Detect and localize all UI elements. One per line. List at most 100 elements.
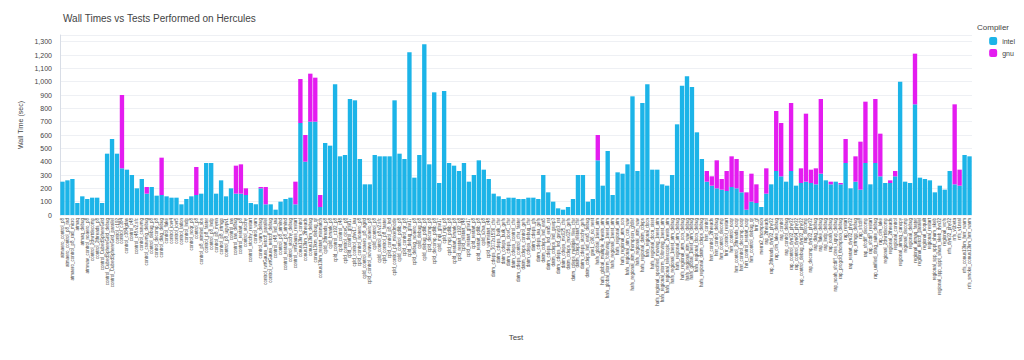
svg-text:cpld_mpi_p8: cpld_mpi_p8 — [441, 218, 447, 244]
svg-text:atmaq: atmaq — [74, 218, 80, 231]
svg-text:500: 500 — [40, 145, 52, 152]
svg-text:cpld_restart_gfsv17: cpld_restart_gfsv17 — [466, 218, 472, 258]
svg-text:200: 200 — [40, 185, 52, 192]
svg-text:cpld_control_p8_lnd: cpld_control_p8_lnd — [387, 218, 393, 259]
svg-text:atmaq_debug: atmaq_debug — [79, 218, 85, 246]
svg-text:cpld_control_gfsv17_iau: cpld_control_gfsv17_iau — [352, 218, 358, 267]
svg-text:control_wam: control_wam — [253, 218, 259, 244]
svg-text:control_debug_p8: control_debug_p8 — [149, 218, 155, 254]
svg-text:cpld_control_p8.v2.sfc: cpld_control_p8.v2.sfc — [377, 218, 383, 263]
svg-text:Wall Time (sec): Wall Time (sec) — [17, 101, 25, 149]
svg-text:control_ras_debug: control_ras_debug — [233, 218, 239, 256]
svg-text:control_p8_ugwpv1: control_p8_ugwpv1 — [223, 218, 229, 257]
svg-text:control_c48.v2.sfc: control_c48.v2.sfc — [134, 218, 140, 255]
svg-text:900: 900 — [40, 92, 52, 99]
svg-text:cpld_control_p8: cpld_control_p8 — [372, 218, 378, 250]
svg-text:control_diag_debug: control_diag_debug — [159, 218, 165, 258]
svg-text:cpld_control_noaero_p8_agrid: cpld_control_noaero_p8_agrid — [362, 218, 368, 279]
svg-text:control_2dwrtdecomp: control_2dwrtdecomp — [89, 218, 95, 261]
svg-text:300: 300 — [40, 172, 52, 179]
svg-text:1,000: 1,000 — [34, 78, 52, 85]
svg-text:cpld_mpi_gfsv17: cpld_mpi_gfsv17 — [436, 218, 442, 252]
svg-text:atmaero_control_p8_rad: atmaero_control_p8_rad — [64, 218, 70, 267]
svg-text:1,300: 1,300 — [34, 38, 52, 45]
svg-text:conus13km_restart_mismatch: conus13km_restart_mismatch — [317, 218, 323, 278]
svg-text:cpld_control_p8_mixedmode: cpld_control_p8_mixedmode — [392, 218, 398, 276]
svg-text:control_CubedSphereGrid_debug: control_CubedSphereGrid_debug — [104, 218, 110, 286]
svg-text:cpld_restart_bmark_p8: cpld_restart_bmark_p8 — [451, 218, 457, 264]
svg-text:intel: intel — [1002, 38, 1015, 45]
svg-text:control_csawmg_debug: control_csawmg_debug — [144, 218, 150, 266]
svg-text:control_wrtGauss_netcdf_parall: control_wrtGauss_netcdf_parallel — [263, 218, 269, 285]
svg-text:atmaero_control_p8_rad_micro: atmaero_control_p8_rad_micro — [69, 218, 75, 281]
svg-text:Compiler: Compiler — [977, 23, 1009, 32]
svg-text:control_stochy: control_stochy — [243, 218, 249, 247]
svg-text:cpld_debug_p8: cpld_debug_p8 — [416, 218, 422, 249]
svg-text:1,100: 1,100 — [34, 65, 52, 72]
svg-text:control_latlon: control_latlon — [178, 218, 184, 245]
svg-text:control_CubedSphereGrid_parall: control_CubedSphereGrid_parallel — [109, 218, 115, 288]
svg-text:cpld_control_ciceC_p8: cpld_control_ciceC_p8 — [342, 218, 348, 264]
svg-text:cpld_debug_gfsv17: cpld_debug_gfsv17 — [406, 218, 412, 257]
svg-text:100: 100 — [40, 198, 52, 205]
svg-text:cpld_debug_pdlib_p8: cpld_debug_pdlib_p8 — [421, 218, 427, 261]
svg-text:control_c48_lnd_iau: control_c48_lnd_iau — [273, 218, 279, 259]
svg-text:cpld_2threads_p8: cpld_2threads_p8 — [322, 218, 328, 254]
svg-text:700: 700 — [40, 118, 52, 125]
svg-text:cpld_restart_p8: cpld_restart_p8 — [471, 218, 477, 249]
svg-text:Test: Test — [509, 333, 524, 342]
svg-text:atmwav_control_noaero_p8: atmwav_control_noaero_p8 — [84, 218, 90, 274]
svg-text:0: 0 — [48, 212, 52, 219]
svg-text:cpld_mpi_pdlib_p8: cpld_mpi_pdlib_p8 — [446, 218, 452, 256]
svg-text:1,200: 1,200 — [34, 52, 52, 59]
svg-text:cpld_control_noaero_p8: cpld_control_noaero_p8 — [357, 218, 363, 267]
svg-text:control_stochy_restart: control_stochy_restart — [248, 218, 254, 263]
svg-text:control_2threads_p8: control_2threads_p8 — [94, 218, 100, 259]
svg-text:400: 400 — [40, 158, 52, 165]
svg-text:control_c384gdas: control_c384gdas — [124, 218, 130, 254]
svg-text:cpld_control_p8_faster: cpld_control_p8_faster — [382, 218, 388, 264]
svg-text:control_noqr_p8: control_noqr_p8 — [188, 218, 194, 251]
svg-text:cpld_restart_c48: cpld_restart_c48 — [461, 218, 467, 252]
svg-text:control_decomp_p8: control_decomp_p8 — [154, 218, 160, 258]
svg-text:rrfs_smoke_conus13km_hrrr_warm: rrfs_smoke_conus13km_hrrr_warm — [967, 218, 972, 289]
svg-text:cpld_debug_noaero_p8: cpld_debug_noaero_p8 — [411, 218, 417, 266]
svg-text:cpld_decomp_p8: cpld_decomp_p8 — [426, 218, 432, 253]
svg-text:cpld_control_c48: cpld_control_c48 — [337, 218, 343, 252]
svg-text:control_flake: control_flake — [164, 218, 170, 244]
svg-text:cpld_restart_pdlib_p8: cpld_restart_pdlib_p8 — [476, 218, 482, 261]
svg-text:control_p8_lndp: control_p8_lndp — [208, 218, 214, 250]
svg-text:cpld_control_nowave_noaero_p8: cpld_control_nowave_noaero_p8 — [367, 218, 373, 285]
svg-text:control_wrtGauss_netcdf_debug: control_wrtGauss_netcdf_debug — [268, 218, 274, 283]
svg-text:control_wrtGauss_restart: control_wrtGauss_restart — [292, 218, 298, 269]
svg-text:control_p8_atmlnd: control_p8_atmlnd — [278, 218, 284, 255]
svg-text:600: 600 — [40, 132, 52, 139]
svg-text:control_csawmg: control_csawmg — [139, 218, 145, 251]
svg-text:control_wam_debug: control_wam_debug — [258, 218, 264, 259]
svg-text:control_c48: control_c48 — [129, 218, 135, 242]
svg-text:control_c192: control_c192 — [114, 218, 120, 244]
svg-text:control_p8_rrtmgp: control_p8_rrtmgp — [218, 218, 224, 255]
svg-text:800: 800 — [40, 105, 52, 112]
svg-text:control_c384: control_c384 — [119, 218, 125, 244]
svg-text:control_p8_mynn: control_p8_mynn — [213, 218, 219, 253]
svg-text:cpld_control_c192_p8: cpld_control_c192_p8 — [332, 218, 338, 262]
svg-text:conus13km_2threads: conus13km_2threads — [302, 218, 308, 261]
svg-text:cpld_s2sa_p8: cpld_s2sa_p8 — [481, 218, 487, 246]
svg-text:cpld_control_gfsv17: cpld_control_gfsv17 — [347, 218, 353, 258]
svg-text:conus13km_debug_qr: conus13km_debug_qr — [312, 218, 318, 263]
svg-text:cpld_decomp_pdlib_p8: cpld_decomp_pdlib_p8 — [431, 218, 437, 265]
svg-text:conus13km_control: conus13km_control — [297, 218, 303, 257]
svg-text:cpld_bmark_p8: cpld_bmark_p8 — [327, 218, 333, 249]
svg-text:control_p8_faster: control_p8_faster — [203, 218, 209, 253]
svg-text:gnu: gnu — [1002, 50, 1014, 58]
svg-text:control_CubedSphereGrid: control_CubedSphereGrid — [99, 218, 105, 271]
svg-text:control_ras: control_ras — [228, 218, 234, 241]
svg-text:control_p8_atmlnd_sbs: control_p8_atmlnd_sbs — [198, 218, 204, 265]
svg-text:Wall Times vs Tests Performed: Wall Times vs Tests Performed on Hercule… — [63, 13, 256, 24]
svg-text:control_lndp: control_lndp — [183, 218, 189, 243]
svg-text:conus13km_debug: conus13km_debug — [307, 218, 313, 256]
svg-text:cpld_restart_c192_p8: cpld_restart_c192_p8 — [456, 218, 462, 262]
svg-text:control_restart_p8: control_restart_p8 — [238, 218, 244, 255]
svg-text:control_p8: control_p8 — [193, 218, 199, 239]
